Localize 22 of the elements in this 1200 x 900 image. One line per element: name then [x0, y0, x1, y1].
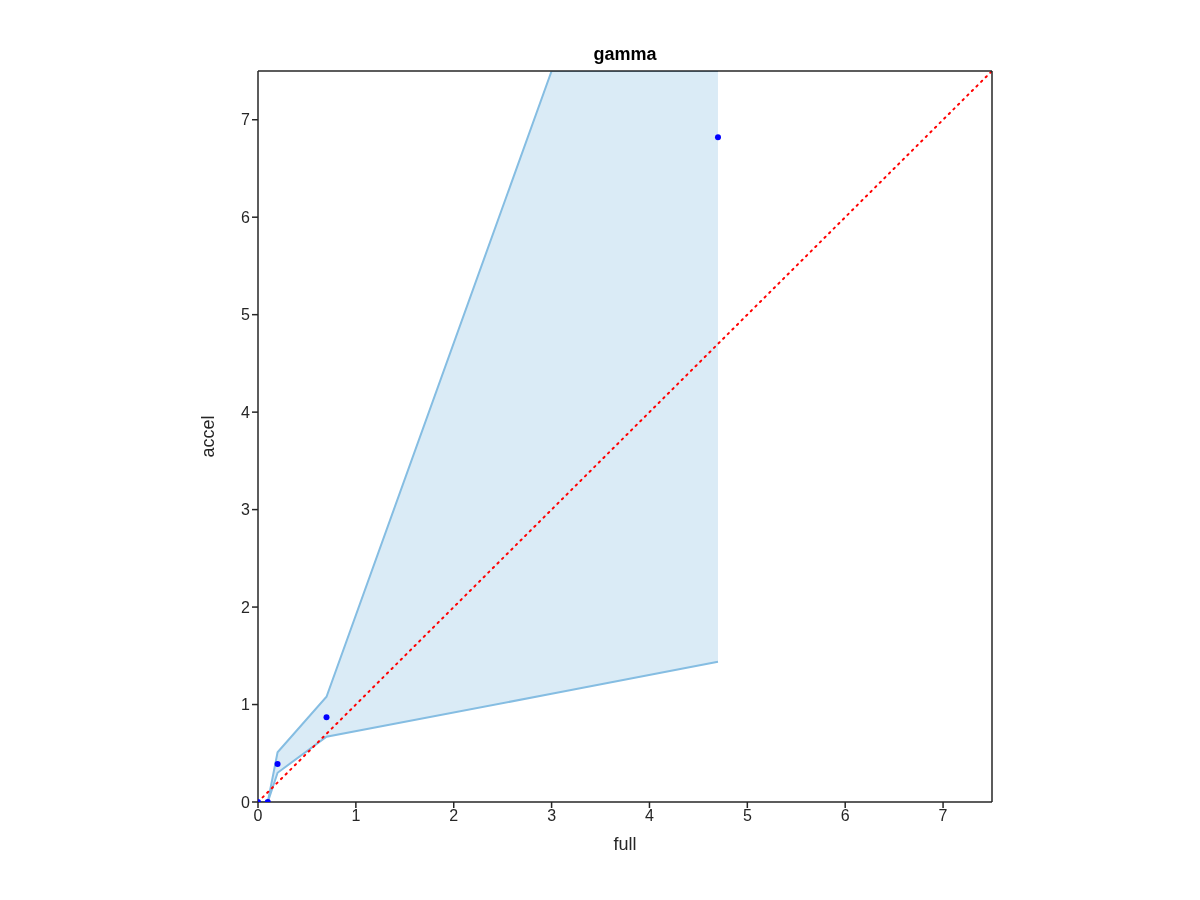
- x-tick-label: 3: [547, 807, 557, 825]
- y-tick-label: 1: [241, 696, 251, 714]
- y-tick-label: 2: [241, 598, 251, 616]
- point: [274, 760, 281, 767]
- x-tick-label: 1: [351, 807, 361, 825]
- x-tick-label: 4: [645, 807, 655, 825]
- chart-title: gamma: [592, 44, 658, 65]
- x-tick-label: 5: [742, 807, 752, 825]
- y-tick-label: 5: [241, 306, 251, 324]
- x-tick-label: 7: [938, 807, 948, 825]
- x-axis-title: full: [613, 834, 637, 854]
- point: [323, 714, 330, 721]
- x-tick-label: 0: [253, 807, 263, 825]
- y-axis-title: accel: [198, 415, 219, 458]
- x-tick-label: 6: [840, 807, 850, 825]
- y-tick-label: 3: [241, 501, 251, 519]
- y-tick-label: 0: [241, 793, 251, 811]
- point: [714, 134, 721, 141]
- y-tick-label: 7: [241, 111, 251, 129]
- x-tick-label: 2: [449, 807, 459, 825]
- y-tick-label: 6: [241, 208, 251, 226]
- y-tick-label: 4: [241, 403, 251, 421]
